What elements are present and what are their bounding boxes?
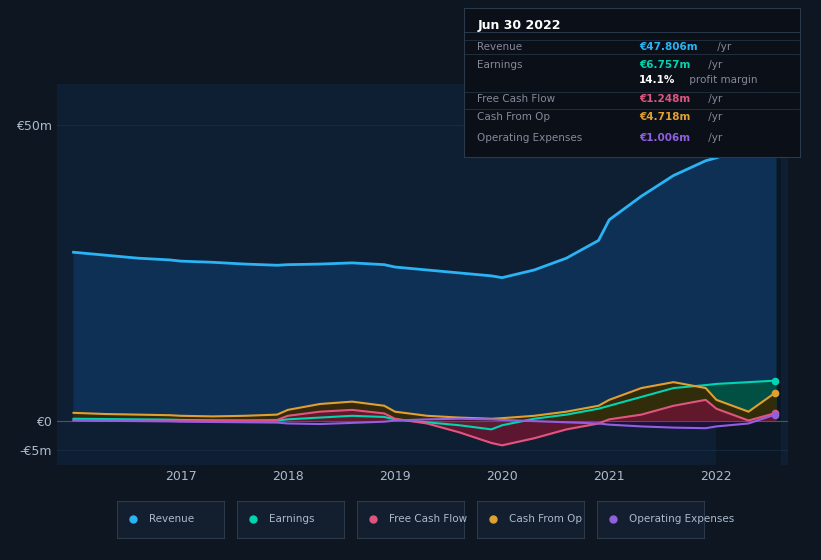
Text: Cash From Op: Cash From Op	[509, 515, 582, 524]
Text: €1.248m: €1.248m	[639, 94, 690, 104]
Text: €6.757m: €6.757m	[639, 60, 690, 70]
Text: profit margin: profit margin	[686, 74, 758, 85]
Text: Free Cash Flow: Free Cash Flow	[389, 515, 467, 524]
Text: Free Cash Flow: Free Cash Flow	[477, 94, 556, 104]
Text: /yr: /yr	[705, 60, 722, 70]
Text: Earnings: Earnings	[269, 515, 314, 524]
Text: /yr: /yr	[705, 133, 722, 142]
Bar	[717, 84, 781, 465]
Text: Operating Expenses: Operating Expenses	[629, 515, 734, 524]
Text: Jun 30 2022: Jun 30 2022	[477, 19, 561, 32]
Text: Earnings: Earnings	[477, 60, 523, 70]
Text: €47.806m: €47.806m	[639, 42, 698, 52]
Text: Cash From Op: Cash From Op	[477, 112, 550, 122]
Text: Revenue: Revenue	[149, 515, 195, 524]
Text: /yr: /yr	[705, 94, 722, 104]
Text: Operating Expenses: Operating Expenses	[477, 133, 583, 142]
Text: /yr: /yr	[714, 42, 732, 52]
Text: €4.718m: €4.718m	[639, 112, 690, 122]
Text: 14.1%: 14.1%	[639, 74, 676, 85]
Text: Revenue: Revenue	[477, 42, 522, 52]
Text: €1.006m: €1.006m	[639, 133, 690, 142]
Text: /yr: /yr	[705, 112, 722, 122]
